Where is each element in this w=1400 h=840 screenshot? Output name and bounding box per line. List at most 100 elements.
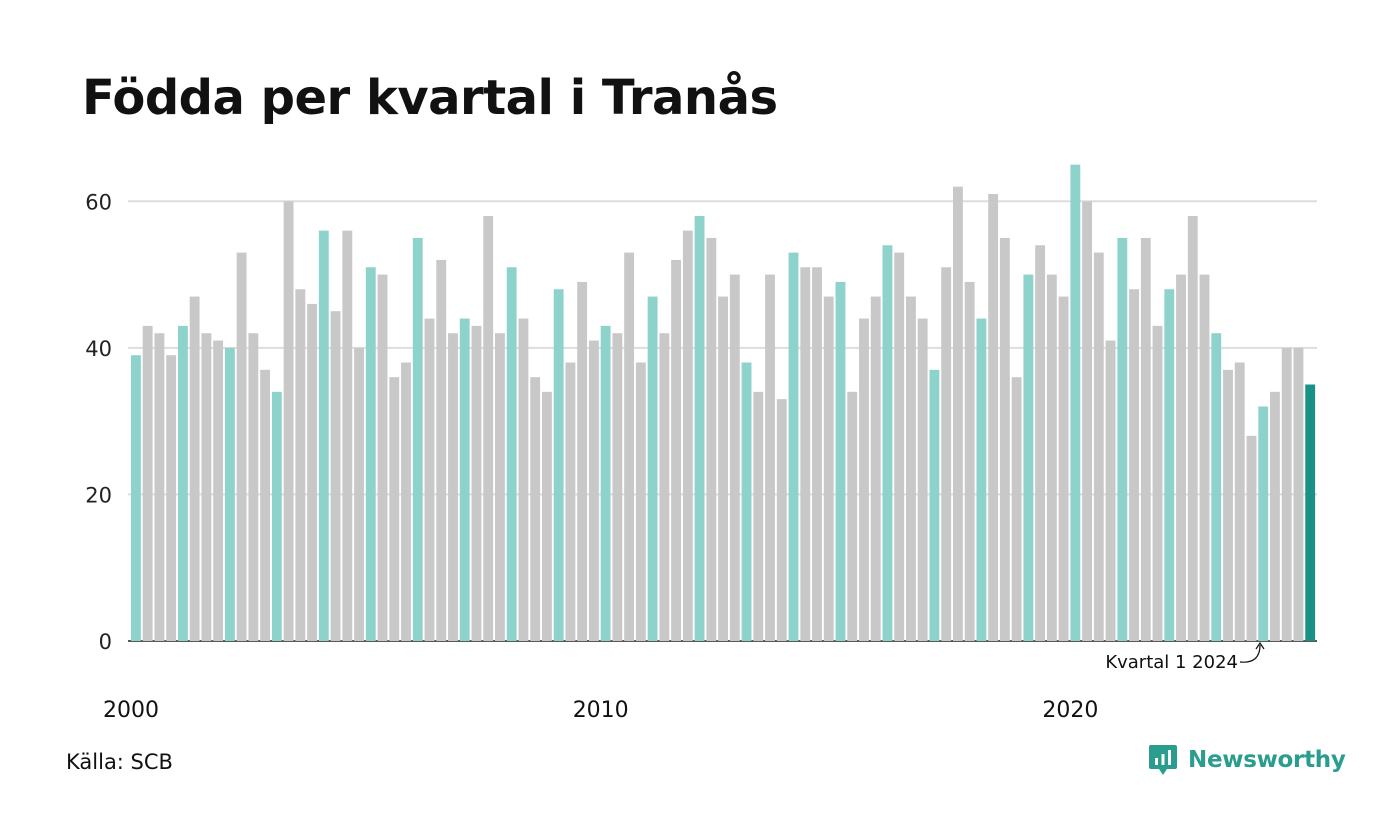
y-axis-ticks: 0 20 40 60 — [85, 190, 112, 654]
y-tick-label: 0 — [99, 630, 112, 654]
y-tick-label: 40 — [85, 337, 112, 361]
bar — [401, 362, 411, 641]
bar — [765, 274, 775, 641]
brand-name: Newsworthy — [1188, 747, 1346, 773]
bar — [588, 340, 599, 641]
bar — [624, 252, 635, 641]
bar — [389, 377, 400, 641]
bar — [929, 369, 940, 641]
bar — [295, 289, 306, 641]
bar — [518, 318, 529, 641]
bar — [600, 325, 611, 641]
bar — [894, 252, 905, 641]
bar — [201, 333, 212, 641]
source-note: Källa: SCB — [66, 750, 173, 774]
bar — [342, 230, 353, 642]
bar — [976, 318, 987, 641]
bar — [906, 296, 916, 641]
x-axis-ticks: 2000 2010 2020 — [103, 698, 1098, 723]
newsworthy-logo-icon — [1149, 745, 1177, 775]
bar — [999, 237, 1010, 641]
annotation-arrowhead — [1255, 641, 1265, 650]
bar — [859, 318, 869, 641]
bar — [741, 362, 752, 641]
bar — [131, 355, 141, 641]
bar — [1223, 369, 1233, 641]
bar — [565, 362, 576, 641]
bar — [377, 274, 388, 641]
bar — [800, 267, 811, 641]
bar — [495, 333, 505, 641]
bar — [271, 391, 282, 641]
bar — [1234, 362, 1245, 641]
bar — [1270, 391, 1280, 641]
bar — [1035, 245, 1046, 641]
bar — [213, 340, 224, 641]
bar — [812, 267, 822, 641]
bar — [1176, 274, 1186, 641]
bar — [776, 399, 787, 641]
bar — [260, 369, 271, 641]
bar — [553, 289, 564, 641]
bar — [483, 215, 494, 641]
chart-title: Födda per kvartal i Tranås — [82, 70, 778, 126]
bar — [1211, 333, 1222, 641]
bar — [154, 333, 165, 641]
bar — [1046, 274, 1057, 641]
bar — [459, 318, 470, 641]
bar — [718, 296, 728, 641]
bar — [1117, 237, 1128, 641]
bar — [1258, 406, 1269, 641]
birth-bar-chart: 0 20 40 60 2000 2010 2020 Kvartal 1 2024 — [85, 164, 1317, 723]
bar — [870, 296, 881, 641]
bar — [1187, 215, 1198, 641]
bar — [1199, 274, 1210, 641]
bar — [1152, 325, 1163, 641]
bar — [917, 318, 928, 641]
bar — [506, 267, 517, 641]
bar — [224, 347, 235, 641]
bar — [236, 252, 247, 641]
bars — [131, 164, 1316, 642]
bar — [941, 267, 952, 641]
latest-annotation: Kvartal 1 2024 — [1105, 641, 1265, 673]
x-tick-label: 2010 — [573, 698, 629, 723]
bar-latest — [1305, 384, 1316, 641]
bar — [1105, 340, 1116, 641]
bar — [577, 281, 588, 641]
bar — [706, 237, 717, 641]
bar — [142, 325, 153, 641]
annotation-arrow — [1239, 644, 1261, 663]
bar — [1140, 237, 1151, 641]
y-tick-label: 60 — [85, 190, 112, 214]
bar — [1011, 377, 1022, 641]
bar — [788, 252, 799, 641]
bar — [1281, 347, 1292, 641]
bar — [354, 347, 364, 641]
bar — [1093, 252, 1104, 641]
bar — [1070, 164, 1081, 641]
x-tick-label: 2020 — [1042, 698, 1098, 723]
bar — [882, 245, 893, 641]
bar — [307, 303, 317, 641]
bar — [318, 230, 329, 642]
bar — [1082, 201, 1093, 642]
x-tick-label: 2000 — [103, 698, 159, 723]
bar — [647, 296, 658, 641]
bar — [424, 318, 435, 641]
bar — [177, 325, 188, 641]
bar — [365, 267, 376, 641]
bar — [283, 201, 294, 642]
bar — [471, 325, 482, 641]
bar — [659, 333, 670, 641]
bar — [1023, 274, 1034, 641]
bar — [1164, 289, 1175, 641]
bar — [530, 377, 541, 641]
bar — [1246, 435, 1257, 641]
newsworthy-brand: Newsworthy — [1148, 743, 1346, 777]
bar — [1058, 296, 1069, 641]
bar — [541, 391, 552, 641]
y-tick-label: 20 — [85, 483, 112, 507]
bar — [694, 215, 705, 641]
bar — [1293, 347, 1304, 641]
